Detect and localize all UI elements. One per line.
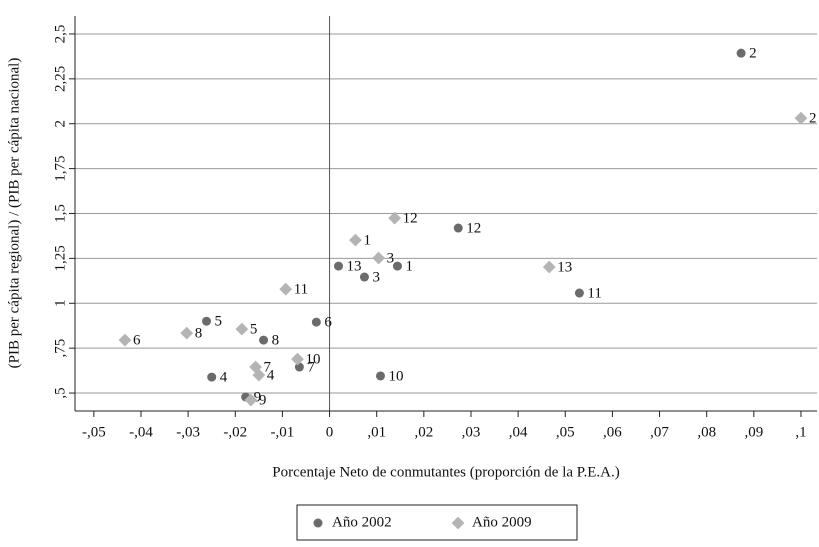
y-tick-label: 1,5: [52, 204, 68, 223]
point-label: 2: [749, 46, 757, 62]
point-label: 11: [294, 282, 308, 298]
point: [235, 322, 249, 336]
point-label: 6: [324, 315, 332, 331]
legend-label: Año 2002: [332, 514, 392, 530]
point: [334, 261, 344, 271]
y-tick-label: 2,5: [52, 25, 68, 44]
point: [349, 233, 362, 247]
point: [736, 48, 746, 58]
x-tick-label: ,05: [556, 424, 575, 440]
x-tick-label: ,07: [650, 424, 669, 440]
y-tick-label: 2,25: [52, 66, 68, 92]
point-label: 4: [220, 370, 228, 386]
x-axis-title: Porcentaje Neto de conmutantes (proporci…: [272, 464, 619, 480]
point-label: 9: [254, 389, 262, 405]
y-tick-label: 1,25: [52, 245, 68, 271]
point: [574, 288, 584, 298]
point-label: 1: [405, 259, 413, 275]
x-tick-label: ,04: [509, 424, 528, 440]
point: [244, 393, 258, 407]
point-label: 8: [195, 326, 203, 342]
point-label: 10: [388, 368, 403, 384]
x-tick-label: ,1: [795, 424, 806, 440]
point: [794, 111, 808, 125]
y-axis-title: (PIB per cápita regional) / (PIB per cáp…: [6, 58, 22, 369]
point-label: 7: [264, 359, 272, 375]
point-label: 2: [809, 111, 817, 127]
point-label: 5: [250, 322, 257, 338]
point: [453, 223, 463, 233]
y-tick-label: 1,75: [52, 155, 68, 181]
point-label: 10: [306, 352, 321, 368]
point: [118, 333, 132, 347]
point-label: 13: [557, 259, 572, 275]
point: [259, 335, 269, 345]
point-label: 8: [272, 333, 280, 349]
point: [291, 352, 304, 366]
x-tick-label: ,01: [367, 424, 386, 440]
y-tick-label: 2: [52, 120, 68, 128]
point: [372, 251, 385, 265]
x-tick-label: ,02: [414, 424, 433, 440]
point-label: 12: [466, 220, 481, 236]
x-tick-label: ,03: [462, 424, 481, 440]
y-tick-label: ,75: [52, 339, 68, 358]
x-tick-label: ,06: [603, 424, 622, 440]
x-tick-label: -,03: [176, 424, 200, 440]
point-label: 5: [215, 314, 223, 330]
x-tick-label: -,04: [129, 424, 153, 440]
x-tick-label: -,05: [82, 424, 106, 440]
x-tick-label: -,02: [223, 424, 247, 440]
point: [207, 372, 217, 382]
point: [252, 368, 266, 382]
point: [359, 272, 369, 282]
point: [542, 260, 556, 274]
point: [311, 317, 321, 327]
point-label: 1: [363, 233, 371, 249]
point: [388, 211, 401, 225]
point-label: 6: [133, 333, 141, 349]
x-tick-label: ,09: [744, 424, 763, 440]
legend-marker: [313, 518, 323, 528]
point: [375, 371, 385, 381]
y-tick-label: 1: [52, 300, 68, 308]
point: [279, 282, 293, 296]
point-label: 7: [307, 359, 315, 375]
point-label: 13: [347, 259, 362, 275]
point: [392, 261, 402, 271]
x-tick-label: ,08: [697, 424, 716, 440]
legend-label: Año 2009: [472, 514, 532, 530]
x-tick-label: 0: [326, 424, 334, 440]
point: [202, 316, 212, 326]
legend-box: [296, 504, 578, 541]
point-label: 9: [259, 392, 267, 408]
point-label: 3: [372, 269, 380, 285]
point-label: 11: [587, 285, 601, 301]
point-label: 12: [403, 211, 418, 227]
point: [180, 326, 194, 340]
x-tick-label: -,01: [271, 424, 295, 440]
legend-marker: [451, 516, 465, 530]
y-tick-label: ,5: [52, 387, 68, 398]
point-label: 3: [387, 250, 395, 266]
point-label: 4: [267, 368, 275, 384]
